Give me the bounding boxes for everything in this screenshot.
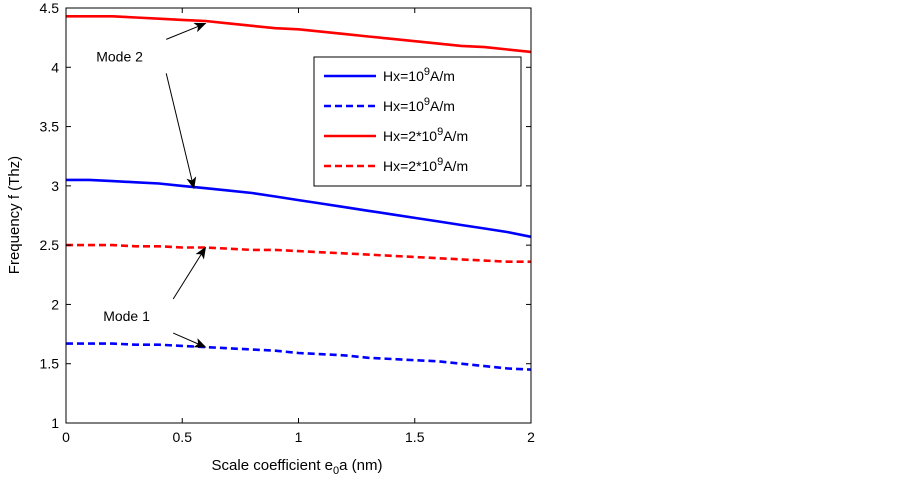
y-tick-label-7: 4.5 [40,0,60,16]
y-tick-label-1: 1.5 [40,356,60,372]
legend-entry-2: Hx=2*109A/m [383,126,468,144]
annotation-label-1: Mode 1 [103,308,150,324]
annotation-arrow-1-0 [172,246,207,300]
x-tick-label-1: 0.5 [173,429,193,445]
x-tick-label-2: 1 [295,429,303,445]
annotation-arrow-1-1 [173,332,207,348]
x-tick-label-0: 0 [62,429,70,445]
x-axis-label-subscript: 0 [333,465,339,476]
y-tick-label-0: 1 [51,415,59,431]
y-tick-label-3: 2.5 [40,237,60,253]
x-axis-label-base: Scale coefficient e [212,457,333,474]
x-axis-label: Scale coefficient e0a (nm) [212,457,383,476]
annotation-layer: Mode 2 Mode 1 [96,22,207,348]
y-tick-label-6: 4 [51,59,59,75]
y-tick-label-5: 3.5 [40,119,60,135]
x-tick-label-4: 2 [527,429,535,445]
legend-entry-0: Hx=109A/m [383,66,455,84]
series-line-0 [66,178,532,239]
series-line-1 [66,342,532,371]
y-tick-label-4: 3 [51,178,59,194]
y-tick-label-2: 2 [51,296,59,312]
legend-box [313,56,522,187]
legend-entry-3: Hx=2*109A/m [383,156,468,174]
legend: Hx=109A/m Hx=109A/m Hx=2*109A/m Hx=2*109A/m [313,56,522,187]
axes: 0 0.5 1 1.5 2 1 1.5 2 2.5 3 3.5 4 4.5 [40,0,536,445]
series-line-3 [66,243,531,264]
series-line-2 [66,14,532,54]
series-layer [66,14,532,371]
legend-entry-1: Hx=109A/m [383,96,455,114]
annotation-label-0: Mode 2 [96,48,143,64]
annotation-arrow-0-1 [165,73,197,190]
annotation-arrow-0-0 [166,22,207,40]
x-tick-label-3: 1.5 [405,429,425,445]
x-axis-label-tail: a (nm) [339,457,382,474]
y-axis-label: Frequency f (Thz) [6,156,23,274]
